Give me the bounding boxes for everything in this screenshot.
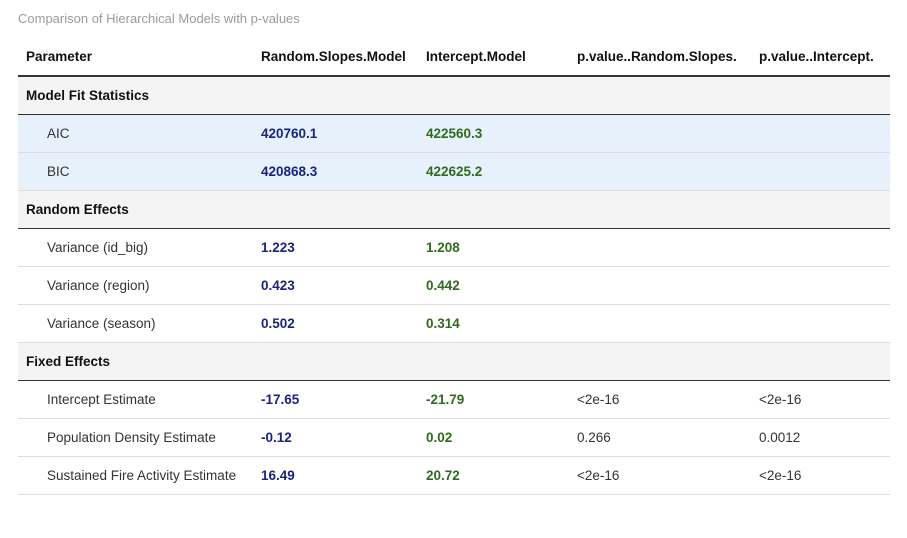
cell-parameter: Variance (region) [18, 266, 253, 305]
cell-p-random: 0.266 [569, 418, 751, 457]
cell-parameter: Intercept Estimate [18, 380, 253, 419]
cell-random-slopes: -17.65 [253, 380, 418, 419]
cell-p-random [569, 228, 751, 267]
header-p-value-random-slopes: p.value..Random.Slopes. [569, 38, 751, 77]
cell-random-slopes: 0.502 [253, 304, 418, 343]
cell-intercept: 0.02 [418, 418, 569, 457]
cell-parameter: Population Density Estimate [18, 418, 253, 457]
header-p-value-intercept: p.value..Intercept. [751, 38, 890, 77]
cell-parameter: BIC [18, 152, 253, 191]
cell-p-intercept [751, 114, 890, 153]
cell-parameter: Variance (id_big) [18, 228, 253, 267]
table-row: AIC 420760.1 422560.3 [18, 114, 890, 153]
table-row: Variance (id_big) 1.223 1.208 [18, 228, 890, 267]
cell-p-intercept [751, 228, 890, 267]
header-row: Parameter Random.Slopes.Model Intercept.… [18, 38, 890, 77]
cell-intercept: 0.314 [418, 304, 569, 343]
table-row: Variance (season) 0.502 0.314 [18, 304, 890, 343]
cell-p-random: <2e-16 [569, 456, 751, 495]
table-caption: Comparison of Hierarchical Models with p… [18, 11, 300, 26]
group-title: Model Fit Statistics [18, 76, 890, 115]
group-row-model-fit: Model Fit Statistics [18, 76, 890, 115]
cell-intercept: -21.79 [418, 380, 569, 419]
cell-parameter: AIC [18, 114, 253, 153]
header-intercept-model: Intercept.Model [418, 38, 569, 77]
table-row: Variance (region) 0.423 0.442 [18, 266, 890, 305]
header-random-slopes-model: Random.Slopes.Model [253, 38, 418, 77]
cell-intercept: 1.208 [418, 228, 569, 267]
group-title: Fixed Effects [18, 342, 890, 381]
group-title: Random Effects [18, 190, 890, 229]
results-table: Parameter Random.Slopes.Model Intercept.… [18, 38, 890, 495]
header-parameter: Parameter [18, 38, 253, 77]
cell-random-slopes: 420760.1 [253, 114, 418, 153]
cell-random-slopes: 16.49 [253, 456, 418, 495]
cell-p-intercept: 0.0012 [751, 418, 890, 457]
cell-p-intercept [751, 304, 890, 343]
cell-random-slopes: 0.423 [253, 266, 418, 305]
cell-intercept: 0.442 [418, 266, 569, 305]
cell-p-intercept: <2e-16 [751, 380, 890, 419]
cell-p-random [569, 152, 751, 191]
cell-random-slopes: 1.223 [253, 228, 418, 267]
cell-parameter: Sustained Fire Activity Estimate [18, 456, 253, 495]
table-row: Intercept Estimate -17.65 -21.79 <2e-16 … [18, 380, 890, 419]
cell-p-random [569, 266, 751, 305]
cell-random-slopes: 420868.3 [253, 152, 418, 191]
cell-p-intercept [751, 266, 890, 305]
cell-intercept: 422625.2 [418, 152, 569, 191]
group-row-fixed-effects: Fixed Effects [18, 342, 890, 381]
cell-p-intercept: <2e-16 [751, 456, 890, 495]
table-row: Sustained Fire Activity Estimate 16.49 2… [18, 456, 890, 495]
table-row: BIC 420868.3 422625.2 [18, 152, 890, 191]
cell-p-random [569, 114, 751, 153]
group-row-random-effects: Random Effects [18, 190, 890, 229]
cell-intercept: 422560.3 [418, 114, 569, 153]
cell-p-intercept [751, 152, 890, 191]
cell-intercept: 20.72 [418, 456, 569, 495]
cell-random-slopes: -0.12 [253, 418, 418, 457]
cell-p-random [569, 304, 751, 343]
table-row: Population Density Estimate -0.12 0.02 0… [18, 418, 890, 457]
cell-parameter: Variance (season) [18, 304, 253, 343]
cell-p-random: <2e-16 [569, 380, 751, 419]
